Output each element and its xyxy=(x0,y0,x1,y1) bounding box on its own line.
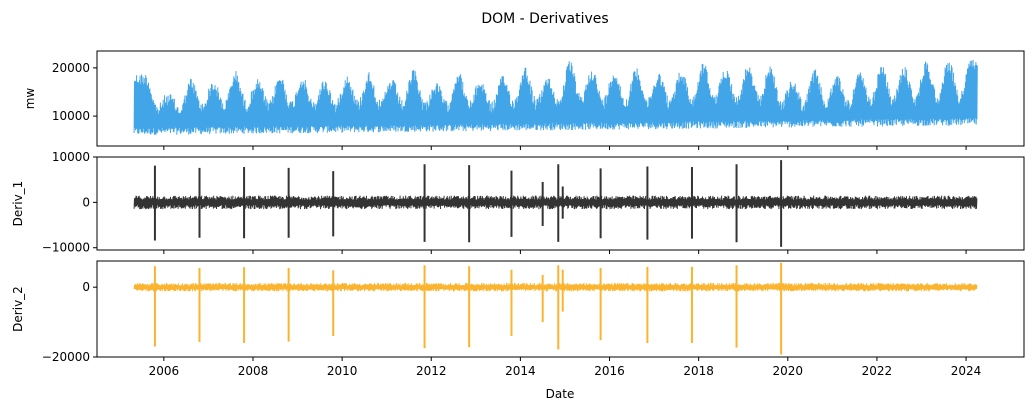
x-tick-label: 2016 xyxy=(594,364,625,378)
y-tick-label: 20000 xyxy=(52,61,90,75)
deriv-2-series-line xyxy=(133,282,978,292)
ylabel-deriv-2: Deriv_2 xyxy=(11,286,25,332)
x-tick-label: 2024 xyxy=(951,364,982,378)
subplot-mw-frame xyxy=(96,50,1025,147)
y-tick-label: −20000 xyxy=(42,350,90,364)
xlabel-date: Date xyxy=(546,387,575,401)
x-tick-label: 2006 xyxy=(149,364,180,378)
ylabel-deriv-1: Deriv_1 xyxy=(11,181,25,227)
y-tick-label: 0 xyxy=(82,195,90,209)
subplot-deriv-2: Deriv_2 −20000 0 2006 2008 2010 2012 2014 2016 2… xyxy=(11,260,1025,378)
ylabel-mw: mw xyxy=(23,88,37,110)
mw-series-area xyxy=(133,59,978,135)
chart-title: DOM - Derivatives xyxy=(481,11,608,27)
deriv-1-series-area xyxy=(133,160,978,247)
mw-series-line xyxy=(133,59,978,135)
y-tick-label: 10000 xyxy=(52,150,90,164)
y-tick-label: 10000 xyxy=(52,109,90,123)
x-tick-label: 2012 xyxy=(416,364,447,378)
x-tick-label: 2020 xyxy=(773,364,804,378)
x-tick-label: 2014 xyxy=(505,364,536,378)
deriv-1-series-line xyxy=(133,195,978,210)
subplot-deriv-1-frame xyxy=(96,156,1025,251)
x-tick-label: 2018 xyxy=(683,364,714,378)
subplot-deriv-2-frame xyxy=(96,260,1025,358)
x-tick-label: 2022 xyxy=(862,364,893,378)
subplot-deriv-1: Deriv_1 −10000 0 10000 xyxy=(11,150,1025,255)
subplot-mw: mw 10000 20000 xyxy=(23,50,1025,150)
y-tick-label: −10000 xyxy=(42,241,90,255)
y-tick-label: 0 xyxy=(82,280,90,294)
x-tick-label: 2008 xyxy=(238,364,269,378)
x-tick-label: 2010 xyxy=(327,364,358,378)
deriv-2-series-area xyxy=(133,262,978,355)
